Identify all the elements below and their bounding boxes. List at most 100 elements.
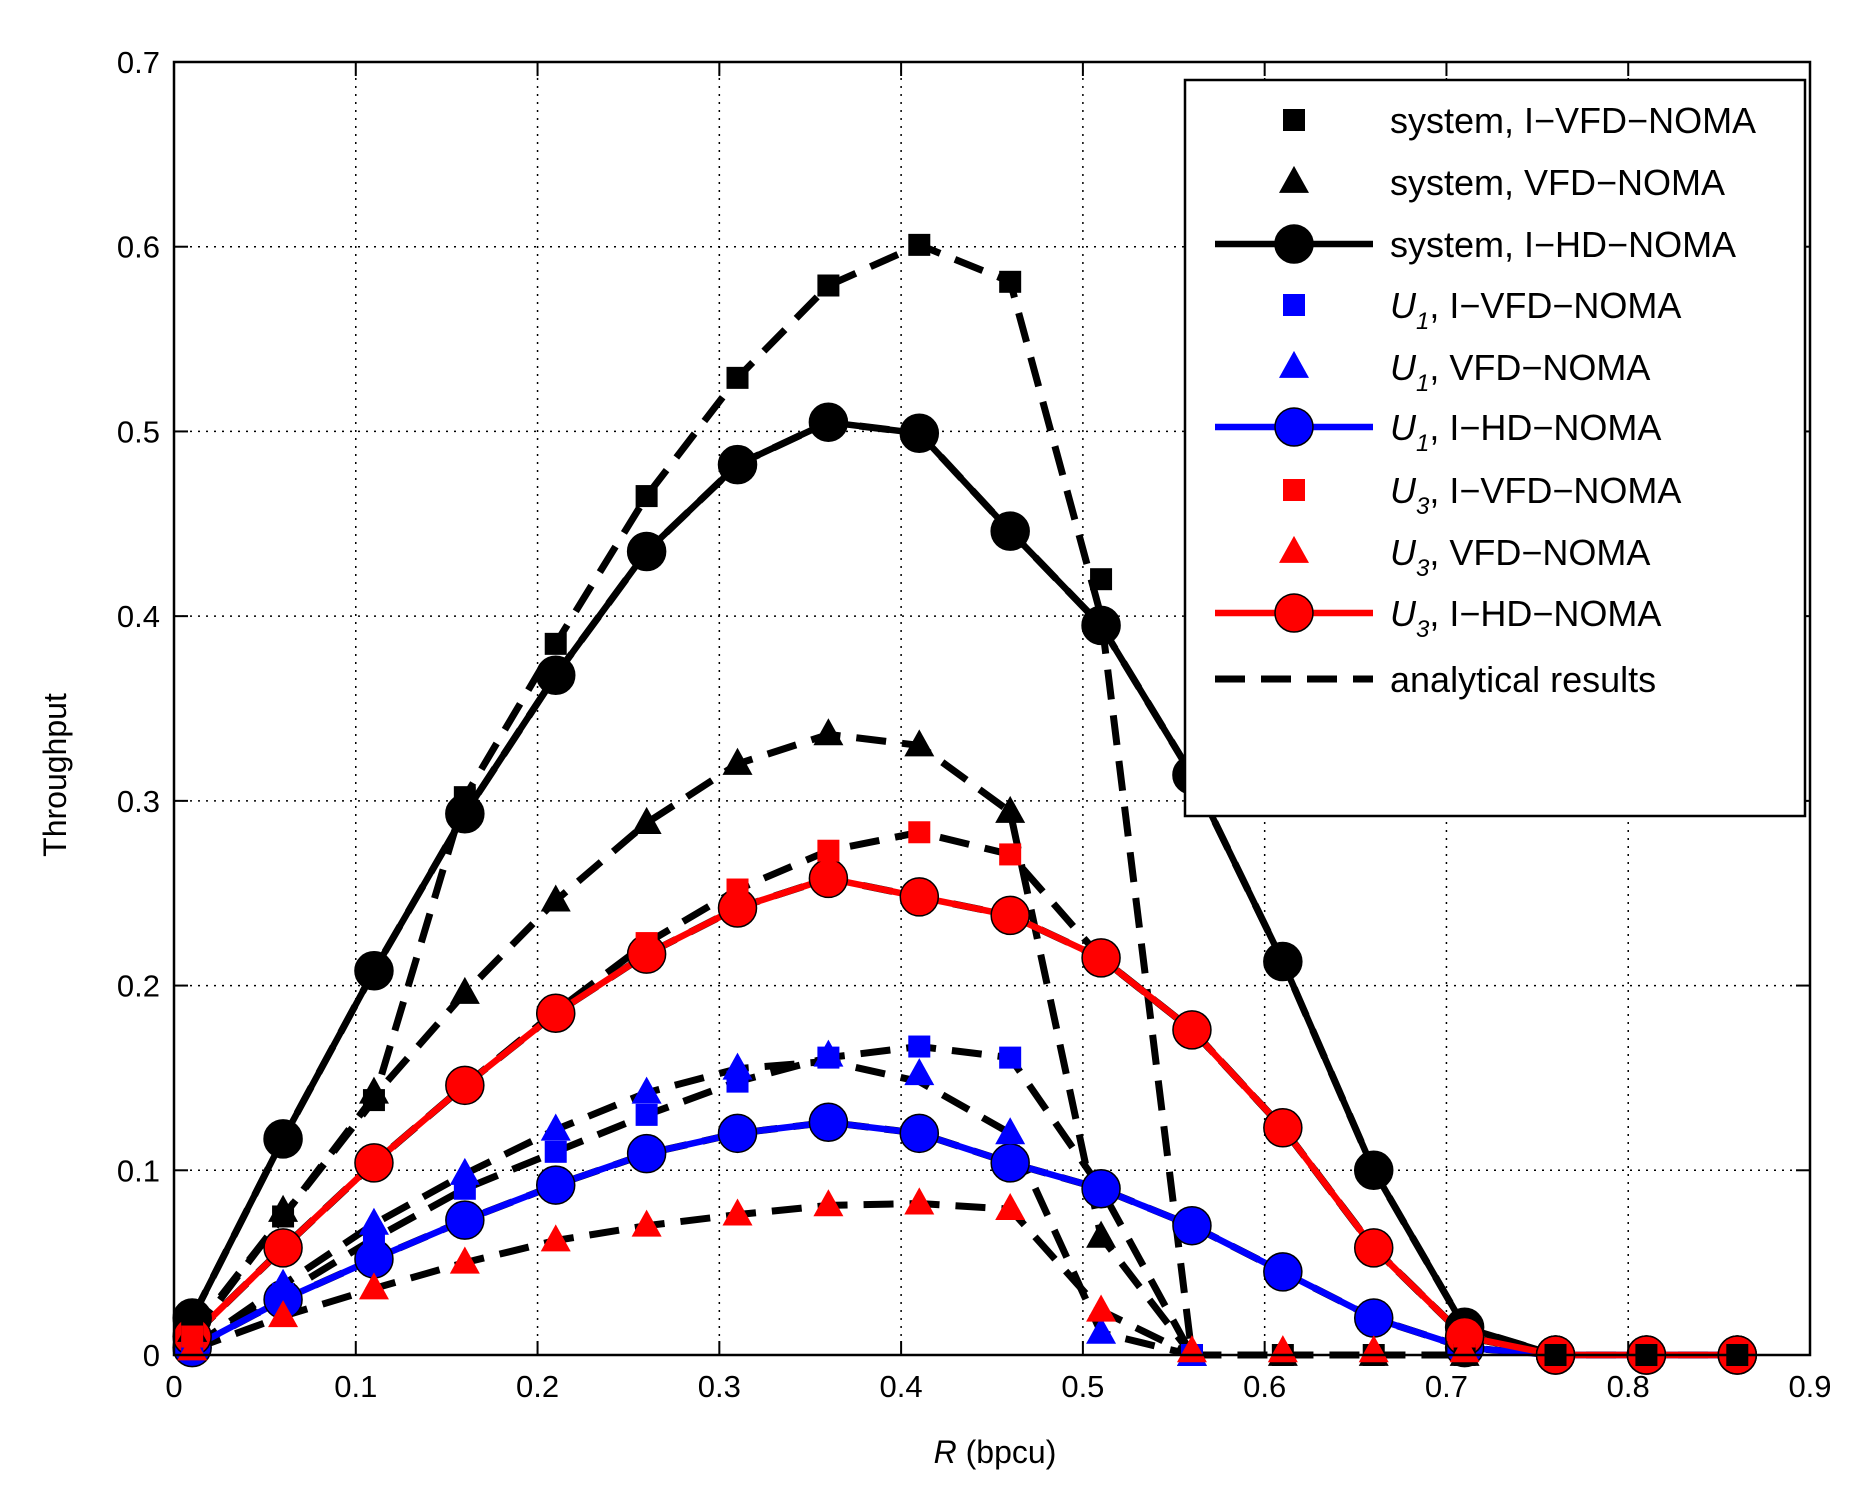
simulation-markers bbox=[172, 233, 1758, 1375]
data-point-u3-vfd-noma bbox=[268, 1300, 299, 1328]
data-point-system-i-hd-noma bbox=[263, 1119, 303, 1159]
data-point-u3-i-vfd-noma bbox=[1180, 1018, 1203, 1041]
data-point-system-i-hd-noma bbox=[535, 655, 576, 696]
data-point-u1-i-hd-noma bbox=[899, 1113, 940, 1154]
data-point-u1-vfd-noma bbox=[268, 1268, 299, 1296]
data-point-u3-vfd-noma bbox=[540, 1224, 571, 1252]
data-point-u1-i-hd-noma bbox=[1172, 1205, 1212, 1246]
data-point-u3-vfd-noma bbox=[722, 1198, 753, 1226]
legend-label-subscript: 1 bbox=[1416, 430, 1429, 457]
x-axis-label-unit: (bpcu) bbox=[957, 1434, 1057, 1470]
data-point-u1-i-hd-noma bbox=[808, 1102, 849, 1143]
legend-marker-sys-ivfd bbox=[1283, 109, 1305, 131]
data-point-u1-i-hd-noma bbox=[717, 1113, 758, 1154]
data-point-system-i-hd-noma bbox=[1263, 941, 1303, 982]
data-point-u1-i-hd-noma bbox=[990, 1143, 1030, 1183]
data-point-u1-i-vfd-noma bbox=[999, 1046, 1022, 1069]
data-point-system-i-vfd-noma bbox=[999, 270, 1022, 293]
legend-item-u1-ihd: U1, I−HD−NOMA bbox=[1215, 407, 1661, 457]
data-point-u3-i-hd-noma bbox=[808, 858, 849, 899]
legend-label-scheme: , I−HD−NOMA bbox=[1429, 593, 1661, 634]
data-point-system-i-hd-noma bbox=[1081, 605, 1121, 646]
data-point-system-vfd-noma bbox=[540, 884, 571, 912]
analytical-line-analytical-u3-vfd-noma bbox=[190, 1200, 1194, 1359]
y-tick-label: 0.3 bbox=[117, 784, 160, 819]
x-tick-label: 0.7 bbox=[1425, 1369, 1468, 1404]
legend-marker-u3-ivfd bbox=[1283, 479, 1305, 501]
legend-label-user: U bbox=[1390, 532, 1417, 573]
data-point-u1-vfd-noma bbox=[540, 1113, 571, 1141]
legend-label-scheme: , I−VFD−NOMA bbox=[1429, 285, 1681, 326]
legend-label-u3-vfd: U3, VFD−NOMA bbox=[1390, 532, 1650, 582]
data-point-u3-i-hd-noma bbox=[899, 877, 940, 917]
data-point-u3-vfd-noma bbox=[1086, 1294, 1117, 1322]
legend-item-u3-ihd: U3, I−HD−NOMA bbox=[1215, 593, 1661, 643]
x-axis-label: R (bpcu) bbox=[934, 1434, 1057, 1470]
data-point-u1-i-hd-noma bbox=[1263, 1252, 1303, 1292]
x-tick-label: 0.3 bbox=[698, 1369, 741, 1404]
data-point-system-i-vfd-noma bbox=[1090, 568, 1113, 591]
data-point-system-vfd-noma bbox=[449, 976, 480, 1004]
axes: 0 0.1 0.2 0.3 0.4 0.5 0.6 0.7 0.8 0.9 0 0.1 0.2 0.3 0.… bbox=[117, 45, 1832, 1404]
legend-label-subscript: 3 bbox=[1416, 616, 1430, 643]
legend-label-sys-ihd: system, I−HD−NOMA bbox=[1390, 224, 1736, 265]
data-point-u3-vfd-noma bbox=[449, 1246, 480, 1274]
legend-marker-u1-vfd bbox=[1279, 350, 1309, 378]
data-point-u1-i-vfd-noma bbox=[1090, 1177, 1113, 1200]
legend-item-sys-ivfd: system, I−VFD−NOMA bbox=[1283, 100, 1756, 141]
data-point-system-vfd-noma bbox=[722, 747, 753, 775]
data-point-system-i-hd-noma bbox=[990, 511, 1030, 551]
data-point-u1-i-vfd-noma bbox=[544, 1140, 567, 1163]
legend-item-u3-ivfd: U3, I−VFD−NOMA bbox=[1283, 470, 1681, 520]
y-tick-label: 0.1 bbox=[117, 1153, 160, 1188]
analytical-line-analytical-system-vfd-noma bbox=[189, 730, 1195, 1358]
legend-label-scheme: , VFD−NOMA bbox=[1429, 532, 1650, 573]
data-point-u1-i-hd-noma bbox=[535, 1165, 576, 1205]
legend-marker-u1-ihd bbox=[1274, 407, 1314, 447]
data-point-u1-i-vfd-noma bbox=[908, 1035, 931, 1058]
legend-label-subscript: 3 bbox=[1416, 493, 1430, 520]
data-point-u1-vfd-noma bbox=[449, 1157, 480, 1185]
data-point-u3-i-vfd-noma bbox=[544, 1000, 567, 1023]
data-point-system-i-hd-noma bbox=[354, 951, 394, 991]
data-point-system-i-vfd-noma bbox=[908, 233, 931, 256]
x-tick-label: 0.6 bbox=[1243, 1369, 1286, 1404]
data-point-u1-vfd-noma bbox=[631, 1076, 662, 1104]
data-point-u1-i-hd-noma bbox=[445, 1200, 485, 1240]
x-tick-label: 0.4 bbox=[880, 1369, 923, 1404]
legend-label-u1-ivfd: U1, I−VFD−NOMA bbox=[1390, 285, 1681, 335]
legend-marker-u3-vfd bbox=[1279, 535, 1309, 563]
legend-label-user: U bbox=[1390, 407, 1417, 448]
data-point-u1-vfd-noma bbox=[813, 1039, 844, 1067]
legend-label-user: U bbox=[1390, 593, 1417, 634]
y-tick-label: 0.2 bbox=[117, 969, 160, 1004]
data-point-u1-i-hd-noma bbox=[626, 1133, 667, 1174]
legend-label-u1-vfd: U1, VFD−NOMA bbox=[1390, 347, 1650, 397]
y-tick-label: 0.4 bbox=[117, 599, 160, 634]
data-point-system-vfd-noma bbox=[631, 806, 662, 834]
data-point-u3-i-vfd-noma bbox=[362, 1151, 385, 1174]
y-axis-label: Throughput bbox=[37, 693, 73, 857]
data-point-u1-vfd-noma bbox=[722, 1052, 753, 1080]
data-point-u1-i-vfd-noma bbox=[635, 1103, 658, 1126]
x-tick-label: 0.8 bbox=[1607, 1369, 1650, 1404]
legend-label-user: system bbox=[1390, 162, 1504, 203]
data-point-u3-vfd-noma bbox=[995, 1192, 1026, 1220]
data-point-u3-vfd-noma bbox=[177, 1333, 208, 1361]
legend-label-user: U bbox=[1390, 285, 1417, 326]
legend-item-sys-ihd: system, I−HD−NOMA bbox=[1215, 224, 1736, 265]
data-point-system-i-hd-noma bbox=[717, 444, 758, 485]
x-tick-label: 0.2 bbox=[516, 1369, 559, 1404]
data-point-system-vfd-noma bbox=[268, 1194, 299, 1222]
legend-marker-u1-ivfd bbox=[1283, 294, 1305, 316]
legend-item-sys-vfd: system, VFD−NOMA bbox=[1279, 162, 1725, 203]
data-point-system-i-hd-noma bbox=[808, 402, 849, 442]
data-point-system-vfd-noma bbox=[904, 729, 935, 757]
y-tick-label: 0 bbox=[143, 1338, 160, 1373]
legend-label-scheme: , VFD−NOMA bbox=[1429, 347, 1650, 388]
data-point-u3-i-vfd-noma bbox=[1090, 946, 1113, 969]
data-point-system-vfd-noma bbox=[358, 1076, 389, 1104]
data-point-system-i-vfd-noma bbox=[817, 274, 840, 297]
data-point-system-i-vfd-noma bbox=[635, 485, 658, 508]
